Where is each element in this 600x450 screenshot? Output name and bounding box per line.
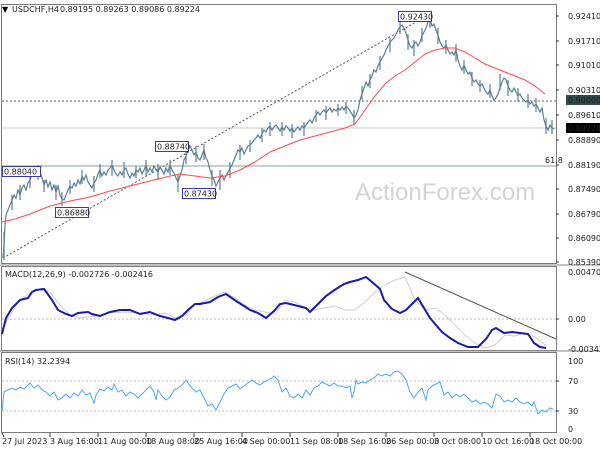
- svg-text:0.88890: 0.88890: [568, 136, 600, 145]
- current-price-tag: 0.89224: [566, 123, 600, 133]
- price-axis[interactable]: 0.92410 0.91710 0.91010 0.90310 0.89610 …: [556, 12, 600, 267]
- moving-average-line: [1, 47, 546, 223]
- svg-text:0.004704: 0.004704: [568, 268, 600, 277]
- svg-text:25 Aug 16:00: 25 Aug 16:00: [194, 437, 248, 446]
- svg-text:0.86790: 0.86790: [568, 210, 600, 219]
- svg-text:0.00: 0.00: [568, 315, 586, 324]
- svg-text:11 Aug 00:00: 11 Aug 00:00: [98, 437, 152, 446]
- collapse-arrow-icon[interactable]: ▼: [2, 5, 9, 14]
- svg-text:0.91010: 0.91010: [568, 61, 600, 70]
- macd-label: MACD(12,26,9) -0.002726 -0.002416: [5, 270, 153, 279]
- svg-text:0.92430: 0.92430: [400, 13, 433, 22]
- annotation-c: 0.88740: [155, 141, 190, 152]
- annotation-high: 0.92430: [398, 11, 433, 22]
- svg-text:0.90000: 0.90000: [568, 96, 600, 105]
- svg-text:3 Oct 08:00: 3 Oct 08:00: [434, 437, 481, 446]
- svg-text:0.90310: 0.90310: [568, 86, 600, 95]
- svg-text:30: 30: [568, 407, 578, 416]
- fib-level-label: 61.8: [545, 156, 563, 165]
- svg-text:0.92410: 0.92410: [568, 12, 600, 21]
- svg-text:-0.003429: -0.003429: [568, 345, 600, 354]
- macd-main-line: [1, 275, 547, 349]
- svg-text:0.89224: 0.89224: [568, 124, 600, 133]
- annotation-b: 0.86880: [55, 207, 90, 218]
- price-bars: [2, 16, 555, 260]
- annotation-a: 0.88040: [2, 165, 42, 177]
- ohlc-values: 0.89195 0.89263 0.89086 0.89224: [60, 5, 200, 14]
- svg-text:0.88190: 0.88190: [568, 161, 600, 170]
- main-price-panel[interactable]: [1, 4, 557, 264]
- svg-text:0.88040: 0.88040: [4, 168, 37, 177]
- svg-text:0.86880: 0.86880: [57, 209, 90, 218]
- svg-text:4 Sep 00:00: 4 Sep 00:00: [242, 437, 290, 446]
- svg-text:0.87430: 0.87430: [184, 190, 217, 199]
- svg-text:0.91710: 0.91710: [568, 37, 600, 46]
- rsi-panel[interactable]: [1, 352, 557, 433]
- rsi-label: RSI(14) 32.2394: [5, 357, 70, 366]
- svg-text:18 Oct 00:00: 18 Oct 00:00: [530, 437, 582, 446]
- svg-text:100: 100: [568, 357, 583, 366]
- level-price-tag: 0.90000: [566, 95, 600, 105]
- svg-text:11 Sep 08:00: 11 Sep 08:00: [290, 437, 343, 446]
- svg-text:0: 0: [568, 425, 573, 434]
- svg-text:0.87490: 0.87490: [568, 185, 600, 194]
- svg-text:18 Aug 08:00: 18 Aug 08:00: [146, 437, 200, 446]
- svg-text:18 Sep 16:00: 18 Sep 16:00: [338, 437, 391, 446]
- svg-text:70: 70: [568, 377, 578, 386]
- time-axis[interactable]: 27 Jul 2023 3 Aug 16:00 11 Aug 00:00 18 …: [1, 432, 582, 446]
- svg-text:0.85390: 0.85390: [568, 258, 600, 267]
- rsi-line: [1, 370, 554, 415]
- svg-text:3 Aug 16:00: 3 Aug 16:00: [50, 437, 99, 446]
- macd-trendline: [404, 271, 557, 340]
- macd-signal-line: [1, 276, 546, 349]
- svg-text:10 Oct 16:00: 10 Oct 16:00: [482, 437, 534, 446]
- rsi-axis: 100 70 30 0: [556, 357, 583, 434]
- svg-text:26 Sep 00:00: 26 Sep 00:00: [386, 437, 439, 446]
- annotation-d: 0.87430: [182, 188, 217, 199]
- svg-text:0.89610: 0.89610: [568, 111, 600, 120]
- svg-text:0.86090: 0.86090: [568, 234, 600, 243]
- watermark: ActionForex.com: [355, 179, 535, 206]
- symbol-label: USDCHF,H4: [12, 5, 59, 14]
- svg-text:27 Jul 2023: 27 Jul 2023: [2, 437, 47, 446]
- svg-text:0.88740: 0.88740: [157, 143, 190, 152]
- macd-axis: 0.004704 0.00 -0.003429: [556, 268, 600, 354]
